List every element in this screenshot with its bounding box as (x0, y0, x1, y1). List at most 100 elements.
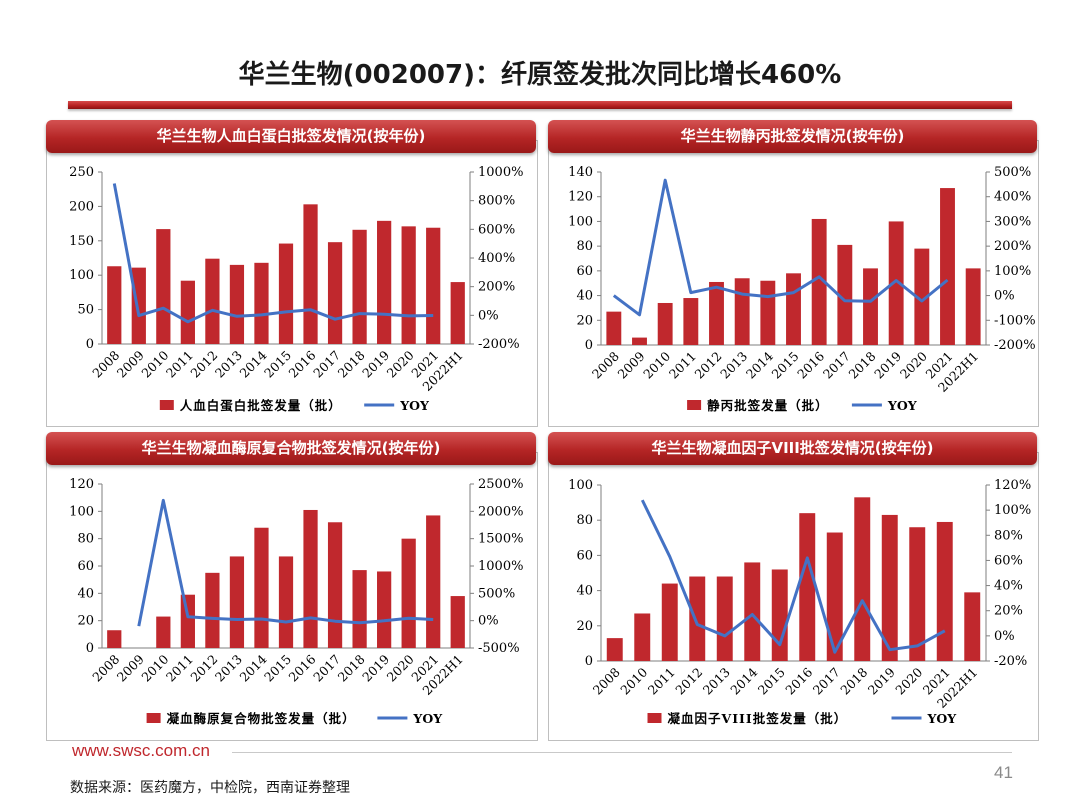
bar (254, 262, 269, 344)
x-tick-label: 2015 (755, 665, 788, 698)
right-tick-label: 500% (478, 586, 515, 601)
x-tick-label: 2018 (335, 651, 368, 684)
left-tick-label: 140 (568, 165, 593, 180)
x-tick-label: 2014 (743, 348, 776, 381)
legend: 静丙批签发量（批） YOY (687, 398, 918, 413)
bar (863, 268, 878, 345)
left-tick-label: 40 (77, 586, 94, 601)
x-tick-label: 2013 (212, 651, 245, 684)
bar (881, 514, 898, 661)
left-tick-label: 0 (86, 641, 94, 656)
x-tick-label: 2011 (163, 652, 196, 685)
x-tick-label: 2009 (114, 651, 147, 684)
yoy-line (640, 499, 946, 654)
bar (156, 229, 171, 344)
left-tick-label: 20 (77, 614, 94, 629)
source-note: 数据来源：医药魔方，中检院，西南证券整理 (70, 780, 350, 796)
chart-title-ivig: 华兰生物静丙批签发情况(按年份) (548, 120, 1037, 153)
x-tick-label: 2011 (645, 665, 678, 698)
x-tick-label: 2018 (846, 348, 879, 381)
legend: 人血白蛋白批签发量（批） YOY (159, 398, 430, 413)
left-tick-label: 40 (576, 289, 593, 304)
x-tick-label: 2014 (236, 347, 269, 380)
right-tick-label: 20% (994, 604, 1023, 619)
right-tick-label: 200% (994, 239, 1031, 254)
right-tick-label: 100% (994, 503, 1031, 518)
legend-swatch-bars (159, 400, 174, 410)
bar (450, 596, 465, 648)
chart-title-albumin: 华兰生物人血白蛋白批签发情况(按年份) (46, 120, 536, 153)
bar (327, 522, 343, 648)
legend-label-bars: 凝血酶原复合物批签发量（批） (167, 711, 356, 726)
left-tick-label: 60 (576, 548, 593, 563)
bar (940, 188, 955, 345)
left-tick-label: 0 (585, 338, 593, 353)
x-tick-label: 2014 (727, 664, 760, 697)
x-tick-label: 2017 (820, 348, 853, 381)
bar (107, 630, 122, 648)
x-tick-label: 2020 (892, 664, 925, 697)
right-tick-label: 500% (994, 165, 1031, 180)
left-tick-label: 20 (576, 313, 593, 328)
right-tick-label: 300% (994, 214, 1031, 229)
x-tick-label: 2016 (286, 651, 319, 684)
footer-divider (232, 752, 1012, 753)
x-tick-label: 2016 (794, 348, 827, 381)
bar (799, 513, 816, 661)
bar (744, 562, 761, 661)
bar (401, 226, 416, 344)
right-tick-label: 1000% (478, 559, 523, 574)
bar (914, 248, 930, 345)
x-tick-label: 2015 (261, 348, 294, 381)
left-tick-label: 50 (77, 303, 94, 318)
x-tick-label: 2010 (138, 347, 171, 380)
right-tick-label: 0% (478, 614, 499, 629)
bar (909, 527, 926, 661)
bar (205, 572, 220, 648)
left-tick-label: 40 (576, 584, 593, 599)
chart-albumin: 0 50 100 150 200 250 -200% 0% 200% 400% 600% 800% 10… (69, 165, 523, 413)
bar (180, 280, 195, 344)
left-tick-label: 100 (69, 504, 94, 519)
x-tick-label: 2010 (640, 348, 673, 381)
right-tick-label: 0% (994, 289, 1015, 304)
bar (936, 521, 953, 661)
bar (426, 227, 441, 344)
legend-label-yoy: YOY (927, 711, 958, 726)
right-tick-label: 0% (478, 308, 499, 323)
x-tick-label: 2011 (666, 349, 699, 382)
legend: 凝血因子VIII批签发量（批） YOY (647, 711, 958, 726)
x-tick-label: 2010 (617, 664, 650, 697)
x-tick-label: 2009 (114, 347, 147, 380)
legend-swatch-bars (146, 713, 161, 723)
right-tick-label: 60% (994, 553, 1023, 568)
x-tick-label: 2012 (692, 349, 725, 382)
bar (716, 576, 733, 661)
bar (632, 337, 647, 345)
x-tick-label: 2020 (384, 651, 417, 684)
left-tick-label: 120 (568, 190, 593, 205)
bar (205, 258, 220, 344)
x-tick-label: 2019 (871, 348, 904, 381)
yoy-line (112, 183, 434, 324)
footer-url[interactable]: www.swsc.com.cn (72, 741, 210, 760)
right-tick-label: -200% (478, 337, 520, 352)
x-tick-label: 2015 (769, 349, 802, 382)
bar (352, 229, 367, 344)
legend-label-bars: 人血白蛋白批签发量（批） (180, 398, 342, 413)
x-tick-label: 2013 (212, 347, 245, 380)
bar (786, 273, 801, 345)
x-tick-label: 2020 (897, 348, 930, 381)
bar (229, 556, 245, 648)
bar (964, 592, 981, 661)
x-tick-label: 2008 (89, 651, 122, 684)
bar (826, 532, 843, 661)
right-tick-label: -100% (994, 313, 1036, 328)
legend-label-yoy: YOY (399, 398, 430, 413)
left-tick-label: 0 (86, 337, 94, 352)
x-tick-label: 2019 (359, 651, 392, 684)
x-tick-label: 2017 (810, 664, 843, 697)
bar (606, 311, 622, 345)
bar (606, 638, 623, 661)
chart-title-pcc: 华兰生物凝血酶原复合物批签发情况(按年份) (46, 432, 536, 465)
